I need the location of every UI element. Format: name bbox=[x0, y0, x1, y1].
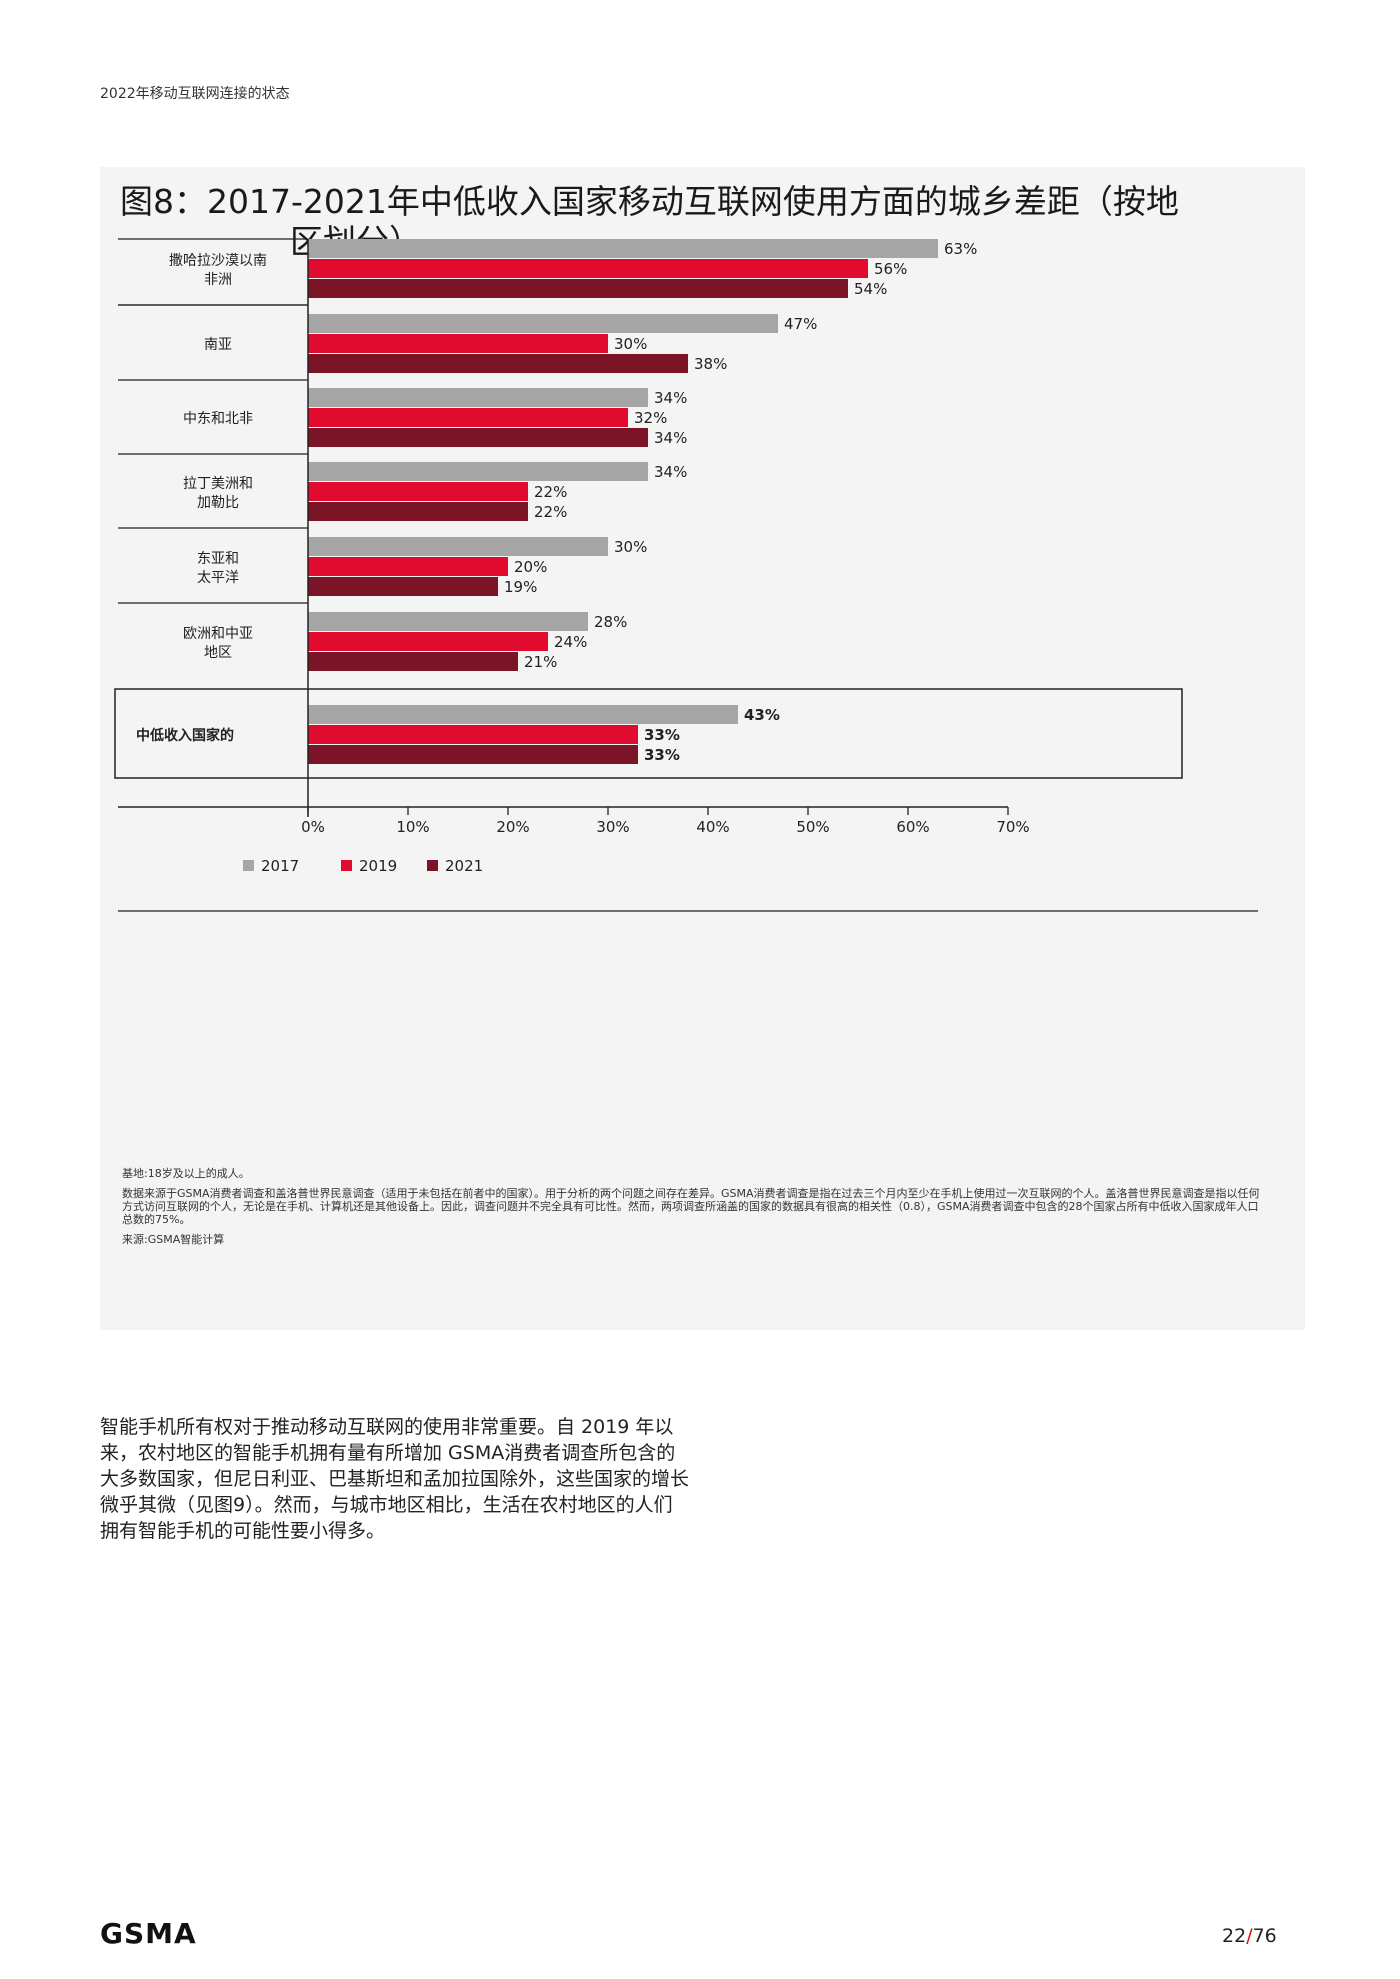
figure-title-line1: 图8：2017-2021年中低收入国家移动互联网使用方面的城乡差距（按地 bbox=[120, 182, 1179, 221]
bar-2017 bbox=[308, 388, 648, 407]
bar-2021 bbox=[308, 745, 638, 764]
category-label: 撒哈拉沙漠以南 bbox=[169, 253, 267, 269]
bar-2021 bbox=[308, 428, 648, 447]
data-label: 19% bbox=[504, 578, 537, 596]
category-label: 加勒比 bbox=[197, 495, 239, 511]
legend-swatch-2021 bbox=[427, 860, 438, 871]
data-label: 34% bbox=[654, 389, 687, 407]
data-label: 24% bbox=[554, 633, 587, 651]
category-label: 中低收入国家的 bbox=[136, 727, 234, 744]
body-paragraph: 智能手机所有权对于推动移动互联网的使用非常重要。自 2019 年以来，农村地区的… bbox=[100, 1416, 690, 1542]
data-label: 56% bbox=[874, 260, 907, 278]
data-label: 34% bbox=[654, 463, 687, 481]
category-label: 地区 bbox=[204, 645, 232, 661]
bar-2019 bbox=[308, 259, 868, 278]
figure-panel: 图8：2017-2021年中低收入国家移动互联网使用方面的城乡差距（按地 区划分… bbox=[100, 167, 1305, 1330]
bar-2017 bbox=[308, 462, 648, 481]
x-tick-label: 30% bbox=[596, 818, 629, 836]
category-label: 东亚和 bbox=[197, 551, 239, 567]
data-label: 30% bbox=[614, 335, 647, 353]
bar-2017 bbox=[308, 314, 778, 333]
x-tick-label: 70% bbox=[996, 818, 1029, 836]
notes-source: 来源:GSMA智能计算 bbox=[122, 1233, 225, 1246]
bar-2021 bbox=[308, 577, 498, 596]
category-label: 太平洋 bbox=[197, 570, 239, 586]
x-tick-label: 50% bbox=[796, 818, 829, 836]
bar-2019 bbox=[308, 334, 608, 353]
data-label: 28% bbox=[594, 613, 627, 631]
bar-2021 bbox=[308, 652, 518, 671]
data-label: 43% bbox=[744, 706, 780, 724]
highlight-box bbox=[114, 688, 1183, 779]
bar-2019 bbox=[308, 725, 638, 744]
x-tick-label: 20% bbox=[496, 818, 529, 836]
notes-source-detail: 数据来源于GSMA消费者调查和盖洛普世界民意调查（适用于未包括在前者中的国家）。… bbox=[122, 1187, 1260, 1226]
bar-2021 bbox=[308, 279, 848, 298]
bar-2017 bbox=[308, 537, 608, 556]
category-label: 拉丁美洲和 bbox=[183, 476, 253, 492]
bar-2019 bbox=[308, 557, 508, 576]
bar-2021 bbox=[308, 502, 528, 521]
data-label: 22% bbox=[534, 503, 567, 521]
bar-2017 bbox=[308, 612, 588, 631]
page-current: 22 bbox=[1222, 1925, 1247, 1947]
bar-2019 bbox=[308, 632, 548, 651]
bar-2019 bbox=[308, 408, 628, 427]
category-label: 非洲 bbox=[204, 272, 232, 288]
page-number: 22/76 bbox=[1222, 1925, 1277, 1947]
legend-label: 2021 bbox=[445, 857, 483, 875]
data-label: 21% bbox=[524, 653, 557, 671]
legend-label: 2017 bbox=[261, 857, 299, 875]
category-label: 中东和北非 bbox=[183, 411, 253, 427]
legend-label: 2019 bbox=[359, 857, 397, 875]
category-label: 欧洲和中亚 bbox=[183, 626, 253, 642]
page-separator: / bbox=[1246, 1925, 1253, 1947]
data-label: 22% bbox=[534, 483, 567, 501]
data-label: 34% bbox=[654, 429, 687, 447]
bar-2017 bbox=[308, 705, 738, 724]
document-header: 2022年移动互联网连接的状态 bbox=[100, 86, 290, 102]
x-tick-label: 0% bbox=[301, 818, 325, 836]
notes-base: 基地:18岁及以上的成人。 bbox=[122, 1167, 250, 1180]
x-tick-label: 40% bbox=[696, 818, 729, 836]
data-label: 33% bbox=[644, 746, 680, 764]
data-label: 54% bbox=[854, 280, 887, 298]
data-label: 63% bbox=[944, 240, 977, 258]
category-label: 南亚 bbox=[204, 337, 232, 353]
x-tick-label: 10% bbox=[396, 818, 429, 836]
data-label: 32% bbox=[634, 409, 667, 427]
x-tick-label: 60% bbox=[896, 818, 929, 836]
legend-swatch-2017 bbox=[243, 860, 254, 871]
legend-swatch-2019 bbox=[341, 860, 352, 871]
data-label: 33% bbox=[644, 726, 680, 744]
page-total: 76 bbox=[1252, 1925, 1277, 1947]
figure-notes: 基地:18岁及以上的成人。 数据来源于GSMA消费者调查和盖洛普世界民意调查（适… bbox=[122, 1167, 1262, 1253]
bar-2021 bbox=[308, 354, 688, 373]
data-label: 30% bbox=[614, 538, 647, 556]
gsma-logo: GSMA bbox=[100, 1917, 197, 1950]
bar-2019 bbox=[308, 482, 528, 501]
data-label: 38% bbox=[694, 355, 727, 373]
data-label: 47% bbox=[784, 315, 817, 333]
bar-2017 bbox=[308, 239, 938, 258]
data-label: 20% bbox=[514, 558, 547, 576]
